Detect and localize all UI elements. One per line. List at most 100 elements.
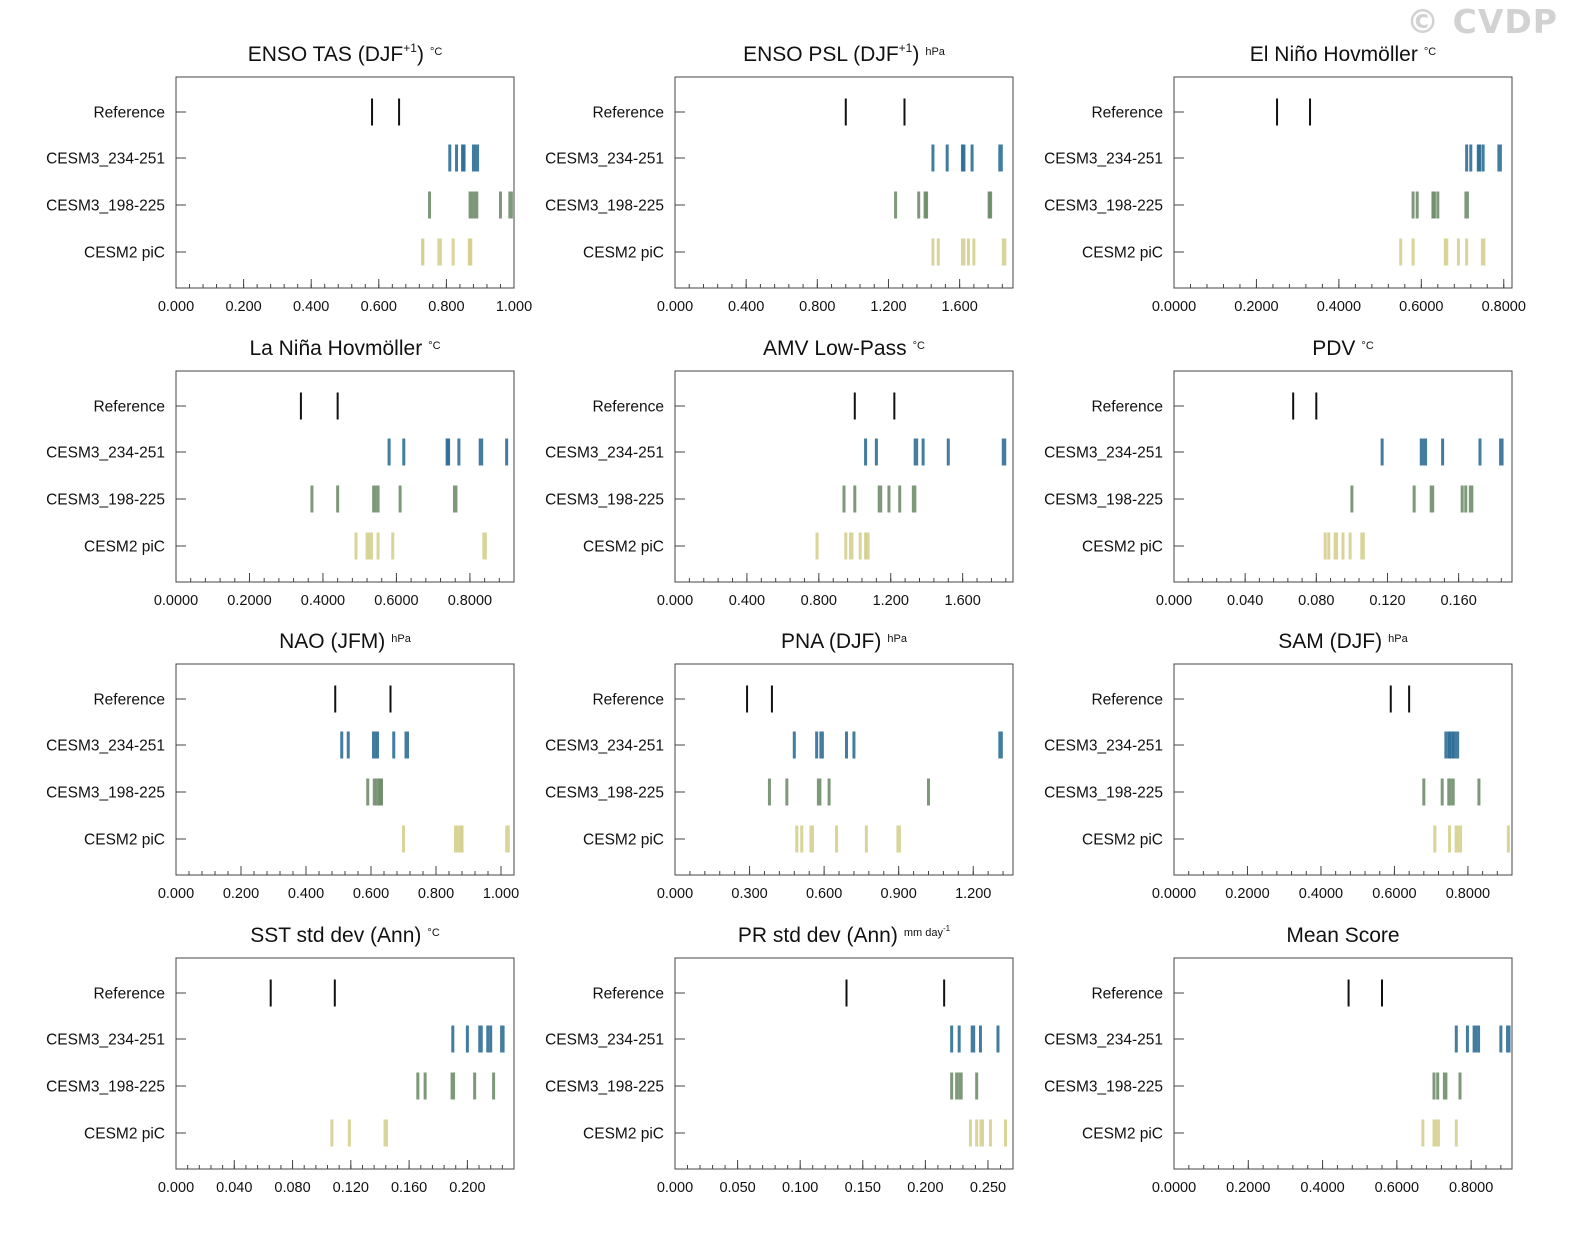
panel-unit: °C (913, 340, 925, 352)
x-tick-label: 0.040 (1227, 593, 1263, 609)
x-tick-label: 1.200 (873, 593, 909, 609)
row-label: CESM3_198-225 (1044, 1079, 1163, 1096)
x-tick-label: 0.200 (907, 1180, 943, 1196)
panel-unit: °C (1361, 340, 1373, 352)
row-label: Reference (93, 105, 165, 122)
panel-frame (674, 957, 1014, 1170)
x-tick-label: 0.8000 (448, 593, 492, 609)
x-tick-label: 0.400 (728, 299, 764, 315)
panel-12: Mean Score Reference CESM3_234-251 CESM3_19… (1044, 924, 1513, 1196)
x-tick-label: 0.400 (293, 299, 329, 315)
x-tick-label: 0.4000 (1300, 1180, 1344, 1196)
row-label: CESM3_198-225 (46, 785, 165, 802)
panel-2: ENSO PSL (DJF+1) hPa Reference CESM3_234-25… (545, 41, 1014, 315)
x-tick-label: 0.120 (333, 1180, 369, 1196)
x-tick-label: 0.200 (223, 886, 259, 902)
panel-title-text: ENSO TAS (DJF (248, 43, 404, 66)
panel-title: AMV Low-Pass °C (763, 337, 925, 360)
x-tick-label: 0.6000 (1372, 886, 1416, 902)
row-label: CESM3_198-225 (545, 198, 664, 215)
x-tick-label: 0.900 (881, 886, 917, 902)
panel-title-text: NAO (JFM) (279, 630, 385, 653)
panel-title-text: SAM (DJF) (1278, 630, 1382, 653)
x-tick-label: 0.0000 (154, 593, 198, 609)
x-tick-label: 0.200 (449, 1180, 485, 1196)
row-label: CESM3_234-251 (46, 1032, 165, 1049)
x-tick-label: 0.600 (353, 886, 389, 902)
panel-5: AMV Low-Pass °C Reference CESM3_234-251 CESM… (545, 337, 1014, 609)
row-label: CESM3_234-251 (46, 445, 165, 462)
row-label: CESM2 piC (1082, 245, 1163, 262)
x-tick-label: 1.200 (870, 299, 906, 315)
x-tick-label: 0.600 (361, 299, 397, 315)
row-label: CESM2 piC (1082, 832, 1163, 849)
row-label: CESM2 piC (84, 1126, 165, 1143)
x-tick-label: 0.200 (225, 299, 261, 315)
panel-frame (175, 370, 515, 583)
row-label: CESM3_234-251 (1044, 738, 1163, 755)
x-tick-label: 0.800 (418, 886, 454, 902)
row-label: CESM2 piC (583, 539, 664, 556)
row-label: CESM3_198-225 (46, 492, 165, 509)
row-label: CESM3_234-251 (1044, 445, 1163, 462)
panel-9: SAM (DJF) hPa Reference CESM3_234-251 CESM3_… (1044, 630, 1513, 902)
row-label: Reference (93, 986, 165, 1003)
panel-title: ENSO PSL (DJF+1) hPa (743, 41, 946, 66)
panel-frame (175, 957, 515, 1170)
panel-7: NAO (JFM) hPa Reference CESM3_234-251 CESM3_… (46, 630, 519, 902)
x-tick-label: 0.8000 (1482, 299, 1526, 315)
row-label: CESM3_198-225 (545, 492, 664, 509)
panel-title: PDV °C (1312, 337, 1374, 360)
row-label: CESM3_198-225 (545, 1079, 664, 1096)
x-tick-label: 0.400 (729, 593, 765, 609)
x-tick-label: 0.000 (158, 1180, 194, 1196)
x-tick-label: 0.000 (657, 299, 693, 315)
panel-title-superscript: +1 (403, 41, 417, 55)
panel-title: ENSO TAS (DJF+1) °C (248, 41, 443, 66)
x-tick-label: 0.800 (799, 299, 835, 315)
row-label: CESM2 piC (583, 245, 664, 262)
panel-10: SST std dev (Ann) °C Reference CESM3_234-25… (46, 924, 515, 1196)
panel-frame (674, 663, 1014, 876)
panel-frame (674, 76, 1014, 289)
x-tick-label: 1.600 (945, 593, 981, 609)
x-tick-label: 0.800 (428, 299, 464, 315)
panel-8: PNA (DJF) hPa Reference CESM3_234-251 CESM3_… (545, 630, 1014, 902)
panel-title-text: AMV Low-Pass (763, 337, 907, 360)
panel-1: ENSO TAS (DJF+1) °C Reference CESM3_234-251… (46, 41, 532, 315)
x-tick-label: 0.000 (657, 593, 693, 609)
x-tick-label: 0.0000 (1152, 299, 1196, 315)
x-tick-label: 0.4000 (301, 593, 345, 609)
panel-title-text: PNA (DJF) (781, 630, 881, 653)
panel-unit: °C (427, 927, 439, 939)
x-tick-label: 0.050 (719, 1180, 755, 1196)
panel-title: PNA (DJF) hPa (781, 630, 908, 653)
row-label: CESM3_198-225 (46, 198, 165, 215)
x-tick-label: 0.800 (801, 593, 837, 609)
panel-frame (1173, 957, 1513, 1170)
x-tick-label: 0.2000 (1226, 1180, 1270, 1196)
row-label: Reference (1091, 399, 1163, 416)
panel-unit: hPa (925, 46, 945, 58)
x-tick-label: 0.000 (657, 1180, 693, 1196)
panel-frame (175, 76, 515, 289)
row-label: Reference (592, 986, 664, 1003)
panel-frame (674, 370, 1014, 583)
x-tick-label: 0.160 (1440, 593, 1476, 609)
panel-title-close: ) (417, 43, 424, 66)
x-tick-label: 0.000 (158, 299, 194, 315)
x-tick-label: 0.600 (806, 886, 842, 902)
x-tick-label: 0.2000 (1234, 299, 1278, 315)
x-tick-label: 0.6000 (1375, 1180, 1419, 1196)
row-label: CESM2 piC (583, 1126, 664, 1143)
panel-title-text: ENSO PSL (DJF (743, 43, 899, 66)
x-tick-label: 0.2000 (227, 593, 271, 609)
panel-title: SST std dev (Ann) °C (250, 924, 440, 947)
row-label: Reference (93, 399, 165, 416)
panel-title: SAM (DJF) hPa (1278, 630, 1408, 653)
row-label: Reference (1091, 105, 1163, 122)
row-label: CESM3_234-251 (545, 445, 664, 462)
row-label: Reference (592, 692, 664, 709)
panel-11: PR std dev (Ann) mm day-1 Reference CESM3_2… (545, 924, 1014, 1196)
